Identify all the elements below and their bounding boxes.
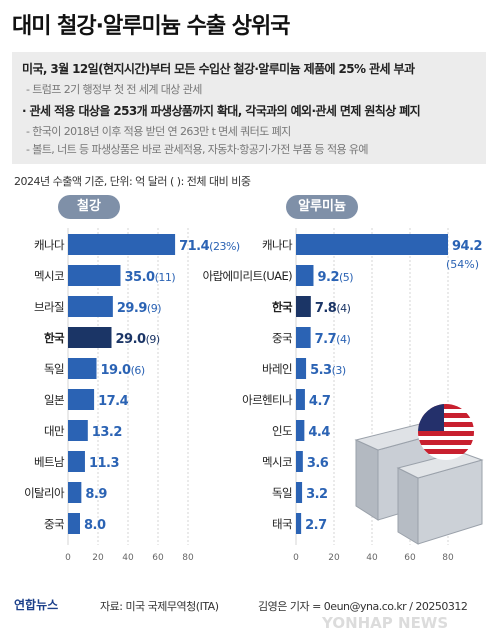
steel-tick-label: 60 bbox=[152, 553, 164, 563]
aluminum-tick-label: 0 bbox=[293, 553, 299, 563]
steel-value-label: 35.0(11) bbox=[125, 270, 176, 285]
steel-tick-label: 20 bbox=[92, 553, 104, 563]
steel-tick-label: 80 bbox=[182, 553, 194, 563]
yonhap-news-watermark: YONHAP NEWS bbox=[322, 614, 449, 632]
steel-share-label: (9) bbox=[147, 302, 161, 315]
steel-bar bbox=[68, 358, 97, 379]
aluminum-category-label: 멕시코 bbox=[262, 455, 292, 469]
aluminum-value-label: 3.6 bbox=[307, 456, 329, 471]
aluminum-category-label: 바레인 bbox=[262, 362, 292, 376]
aluminum-category-label: 아랍에미리트(UAE) bbox=[203, 269, 293, 283]
aluminum-tick-label: 20 bbox=[328, 553, 340, 563]
aluminum-value-label: 2.7 bbox=[305, 518, 327, 533]
steel-tick-label: 40 bbox=[122, 553, 134, 563]
aluminum-tick-label: 60 bbox=[404, 553, 416, 563]
steel-category-label: 독일 bbox=[44, 362, 64, 376]
aluminum-category-label: 아르헨티나 bbox=[242, 393, 293, 407]
aluminum-value-label: 7.8(4) bbox=[315, 301, 351, 316]
aluminum-bar bbox=[296, 234, 448, 255]
steel-category-label: 중국 bbox=[44, 517, 64, 531]
steel-category-label: 대만 bbox=[44, 424, 65, 438]
aluminum-bar bbox=[296, 513, 302, 534]
steel-bar bbox=[68, 389, 95, 410]
aluminum-category-label: 인도 bbox=[272, 424, 292, 438]
aluminum-bar bbox=[296, 296, 311, 317]
steel-value-label: 17.4 bbox=[98, 394, 129, 409]
aluminum-tick-label: 80 bbox=[442, 553, 454, 563]
steel-category-label: 베트남 bbox=[34, 455, 65, 469]
steel-share-label: (11) bbox=[155, 271, 176, 284]
yonhap-logo: 연합뉴스 bbox=[14, 598, 59, 612]
aluminum-category-label: 독일 bbox=[272, 486, 292, 500]
page-title: 대미 철강·알루미늄 수출 상위국 bbox=[12, 14, 290, 39]
info-note-1: - 트럼프 2기 행정부 첫 전 세계 대상 관세 bbox=[26, 83, 202, 96]
aluminum-value-label: 94.2 bbox=[452, 239, 482, 254]
aluminum-bar bbox=[296, 265, 314, 286]
info-box: 미국, 3월 12일(현지시간)부터 모든 수입산 철강·알루미늄 제품에 25… bbox=[12, 52, 486, 164]
aluminum-bar bbox=[296, 451, 303, 472]
info-note-3: - 볼트, 너트 등 파생상품은 바로 관세적용, 자동차·항공기·가전 부품 … bbox=[26, 143, 369, 156]
aluminum-value-label: 4.7 bbox=[309, 394, 331, 409]
aluminum-value-label: 7.7(4) bbox=[315, 332, 351, 347]
steel-value-label: 8.0 bbox=[84, 518, 106, 533]
aluminum-chart: 0 20 40 60 80 캐나다 94.2 (54%) 아랍에미리트(UAE) 9.2(5) 한국… bbox=[203, 228, 483, 563]
aluminum-category-label: 태국 bbox=[272, 517, 292, 531]
info-headline-2: · 관세 적용 대상을 253개 파생상품까지 확대, 각국과의 예외·관세 면… bbox=[22, 104, 421, 118]
aluminum-share-label: (4) bbox=[336, 302, 350, 315]
aluminum-bar bbox=[296, 389, 305, 410]
steel-bar bbox=[68, 296, 113, 317]
steel-category-label: 일본 bbox=[44, 393, 64, 407]
info-headline: 미국, 3월 12일(현지시간)부터 모든 수입산 철강·알루미늄 제품에 25… bbox=[22, 62, 415, 76]
steel-share-label: (6) bbox=[131, 364, 145, 377]
steel-bar bbox=[68, 265, 121, 286]
aluminum-share-label: (4) bbox=[336, 333, 350, 346]
info-note-2: - 한국이 2018년 이후 적용 받던 연 263만 t 면세 쿼터도 폐지 bbox=[26, 125, 291, 138]
steel-bar bbox=[68, 482, 82, 503]
steel-bar bbox=[68, 451, 85, 472]
unit-note: 2024년 수출액 기준, 단위: 억 달러 ( ): 전체 대비 비중 bbox=[14, 175, 251, 188]
aluminum-panel-title: 알루미늄 bbox=[286, 195, 358, 219]
steel-value-label: 71.4(23%) bbox=[179, 239, 240, 254]
aluminum-bar bbox=[296, 420, 305, 441]
container-illustration bbox=[354, 423, 484, 545]
steel-value-label: 13.2 bbox=[92, 425, 122, 440]
steel-bar bbox=[68, 327, 112, 348]
steel-category-label: 이탈리아 bbox=[24, 486, 65, 500]
aluminum-tick-label: 40 bbox=[366, 553, 378, 563]
steel-value-label: 8.9 bbox=[85, 487, 107, 502]
steel-bar bbox=[68, 513, 80, 534]
steel-share-label: (9) bbox=[146, 333, 160, 346]
aluminum-category-label: 캐나다 bbox=[262, 238, 293, 252]
aluminum-share-label: (3) bbox=[332, 364, 346, 377]
credit-note: 김영은 기자 = 0eun@yna.co.kr / 20250312 bbox=[258, 600, 468, 613]
aluminum-category-label: 한국 bbox=[272, 300, 293, 314]
steel-chart: 0 20 40 60 80 캐나다 71.4(23%) 멕시코 35.0(11) 브라질 29.9(… bbox=[24, 228, 240, 563]
aluminum-value-label: 3.2 bbox=[306, 487, 328, 502]
steel-panel-title: 철강 bbox=[58, 195, 120, 219]
steel-value-label: 29.0(9) bbox=[116, 332, 160, 347]
steel-bar bbox=[68, 234, 176, 255]
source-note: 자료: 미국 국제무역청(ITA) bbox=[100, 600, 219, 613]
steel-category-label: 한국 bbox=[44, 331, 65, 345]
aluminum-bar bbox=[296, 482, 303, 503]
steel-share-label: (23%) bbox=[209, 240, 240, 253]
aluminum-value-label: 9.2(5) bbox=[317, 270, 353, 285]
aluminum-value-label: 5.3(3) bbox=[310, 363, 346, 378]
steel-value-label: 11.3 bbox=[89, 456, 120, 471]
steel-value-label: 19.0(6) bbox=[101, 363, 145, 378]
steel-tick-label: 0 bbox=[65, 553, 71, 563]
steel-category-label: 브라질 bbox=[34, 300, 64, 314]
aluminum-share-label: (5) bbox=[339, 271, 353, 284]
aluminum-share-label: (54%) bbox=[446, 258, 479, 271]
steel-category-label: 멕시코 bbox=[34, 269, 64, 283]
aluminum-category-label: 중국 bbox=[272, 331, 292, 345]
aluminum-bar bbox=[296, 327, 311, 348]
aluminum-value-label: 4.4 bbox=[308, 425, 330, 440]
steel-value-label: 29.9(9) bbox=[117, 301, 161, 316]
steel-bar bbox=[68, 420, 88, 441]
us-flag-icon bbox=[418, 404, 474, 460]
steel-category-label: 캐나다 bbox=[34, 238, 65, 252]
aluminum-bar bbox=[296, 358, 307, 379]
